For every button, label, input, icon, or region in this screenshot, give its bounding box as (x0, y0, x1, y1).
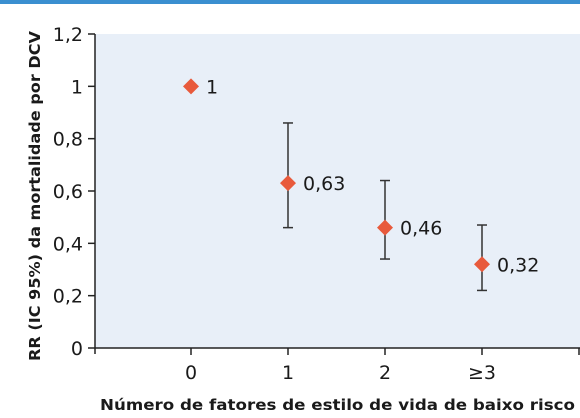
y-axis-title: RR (IC 95%) da mortalidade por DCV (26, 31, 44, 361)
x-tick-label: 1 (282, 362, 294, 384)
x-tick-label: ≥3 (468, 362, 496, 384)
data-label: 1 (206, 76, 218, 98)
data-label: 0,46 (400, 218, 442, 240)
data-marks: 1 0,63 0,46 0,32 (183, 76, 539, 292)
data-point (377, 219, 393, 236)
y-tick-label: 0,2 (53, 286, 83, 308)
top-accent-rule (0, 0, 580, 4)
y-tick-label: 1,2 (53, 24, 83, 46)
x-axis: 0 1 2 ≥3 (95, 347, 580, 384)
data-point (183, 78, 199, 95)
x-tick-label: 0 (185, 362, 197, 384)
y-tick-label: 0,8 (53, 129, 83, 151)
y-tick-label: 0 (71, 338, 83, 360)
y-tick-label: 0,4 (53, 233, 83, 255)
data-point (474, 256, 490, 273)
data-label: 0,63 (303, 173, 345, 195)
x-axis-title: Número de fatores de estilo de vida de b… (100, 396, 575, 414)
y-tick-label: 1 (71, 76, 83, 98)
y-axis: 0 0,2 0,4 0,6 0,8 1 1,2 (53, 24, 96, 360)
plot-area (95, 34, 580, 348)
data-label: 0,32 (497, 254, 539, 276)
data-point (280, 175, 296, 192)
y-tick-label: 0,6 (53, 181, 83, 203)
x-tick-label: 2 (379, 362, 391, 384)
